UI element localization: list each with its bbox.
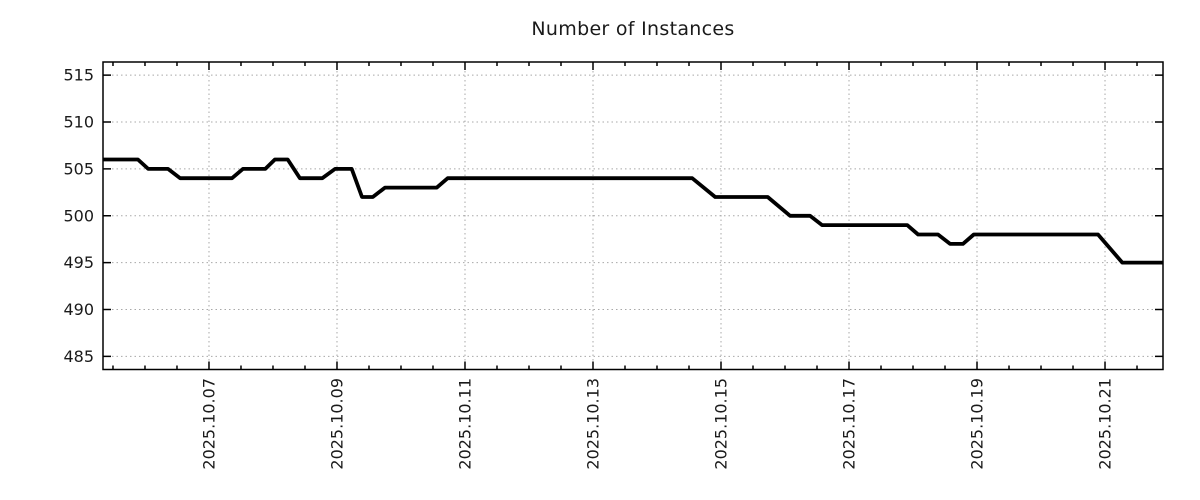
x-tick-label: 2025.10.11: [455, 378, 474, 470]
x-tick-label: 2025.10.21: [1096, 378, 1115, 470]
data-line: [102, 157, 1164, 265]
chart-title: Number of Instances: [531, 18, 735, 40]
y-tick-label: 510: [63, 113, 94, 132]
y-tick-label: 485: [63, 347, 94, 366]
y-tick-label: 500: [63, 206, 94, 225]
x-tick-label: 2025.10.07: [199, 378, 218, 470]
x-tick-label: 2025.10.15: [712, 378, 731, 470]
y-tick-label: 490: [63, 300, 94, 319]
y-tick-label: 515: [63, 66, 94, 85]
y-tick-label: 495: [63, 253, 94, 272]
y-tick-label: 505: [63, 159, 94, 178]
x-tick-label: 2025.10.09: [327, 378, 346, 470]
x-tick-label: 2025.10.13: [583, 378, 602, 470]
x-tick-label: 2025.10.19: [968, 378, 987, 470]
x-tick-label: 2025.10.17: [840, 378, 859, 470]
